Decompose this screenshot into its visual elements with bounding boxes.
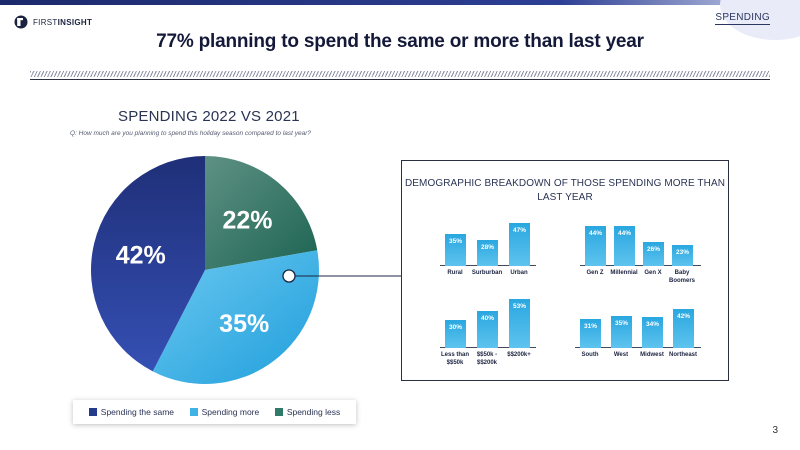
bar-value-label: 47%	[512, 226, 526, 234]
bar-axis	[580, 265, 701, 266]
bar-value-label: 23%	[675, 248, 689, 256]
logo-text: FIRSTINSIGHT	[33, 18, 92, 27]
legend-label-more: Spending more	[201, 407, 260, 417]
demographic-breakdown-panel: DEMOGRAPHIC BREAKDOWN OF THOSE SPENDING …	[401, 160, 729, 381]
bar-value-label: 28%	[480, 244, 494, 252]
bar-category-label: Northeast	[668, 352, 697, 358]
bar-category-label: $$50k - $$200k	[476, 352, 498, 366]
bar-value-label: 53%	[512, 303, 526, 311]
section-label: SPENDING	[715, 12, 770, 25]
bar-category-label: Gen X	[644, 270, 662, 276]
bar-value-label: 30%	[448, 324, 462, 332]
pie-slice-spending-the-same	[91, 156, 205, 372]
bar-value-label: 31%	[583, 323, 597, 331]
bar-region-3: 42%	[673, 309, 694, 348]
legend-swatch-more	[189, 408, 198, 416]
logo-text-light: FIRST	[33, 17, 58, 27]
bar-area-1: 28%	[477, 240, 498, 266]
demographic-title: DEMOGRAPHIC BREAKDOWN OF THOSE SPENDING …	[404, 178, 726, 203]
bar-category-label: South	[581, 352, 599, 358]
bar-income-0: 30%	[445, 320, 466, 348]
page-title: 77% planning to spend the same or more t…	[156, 31, 644, 52]
pie-label-spending-more: 35%	[219, 310, 269, 338]
bar-chart-income: 30% Less than $$50k 40% $$50k - $$200k 53% $$…	[440, 299, 536, 366]
logo-icon	[14, 15, 28, 29]
bar-value-label: 34%	[645, 320, 659, 328]
pie-slice-spending-less	[205, 156, 318, 270]
bar-value-label: 42%	[676, 313, 690, 321]
bar-value-label: 40%	[480, 315, 494, 323]
pie-label-spending-less: 22%	[222, 206, 272, 234]
bar-area-0: 35%	[445, 233, 466, 266]
bar-income-1: 40%	[477, 311, 498, 348]
legend-item-spending-less: Spending less	[274, 407, 341, 417]
bar-category-label: Surburban	[471, 270, 503, 276]
bar-value-label: 44%	[617, 229, 631, 237]
legend-label-less: Spending less	[286, 407, 341, 417]
bar-chart-area: 35% Rural 28% Surburban 47% Urban	[440, 222, 536, 276]
divider-line	[30, 79, 770, 80]
bar-value-label: 35%	[614, 319, 628, 327]
bar-income-2: 53%	[509, 299, 530, 348]
pie-legend: Spending the same Spending more Spending…	[73, 400, 356, 424]
logo-text-bold: INSIGHT	[57, 17, 93, 27]
legend-swatch-less	[274, 408, 283, 416]
hatched-divider	[30, 71, 770, 77]
pie-label-spending-the-same: 42%	[116, 241, 166, 269]
bar-generation-2: 26%	[643, 242, 664, 266]
bar-category-label: $$200k+	[507, 352, 531, 358]
bar-region-0: 31%	[580, 319, 601, 348]
legend-label-same: Spending the same	[100, 407, 175, 417]
bar-value-label: 26%	[646, 246, 660, 254]
pie-slice-spending-more	[152, 250, 319, 384]
bar-generation-0: 44%	[585, 225, 606, 266]
legend-swatch-same	[88, 408, 97, 416]
bar-generation-1: 44%	[614, 225, 635, 266]
legend-item-spending-same: Spending the same	[88, 407, 175, 417]
bar-generation-3: 23%	[672, 244, 693, 266]
page-number: 3	[772, 425, 778, 436]
pie-chart-title: SPENDING 2022 VS 2021	[118, 108, 300, 125]
bar-chart-region: 31% South 35% West 34% Midwest 42% Northeast	[575, 309, 701, 358]
bar-category-label: West	[613, 352, 629, 358]
bar-category-label: Rural	[447, 270, 463, 276]
bar-category-label: Gen Z	[586, 270, 604, 276]
bar-category-label: Urban	[510, 270, 528, 276]
legend-item-spending-more: Spending more	[189, 407, 260, 417]
bar-value-label: 44%	[588, 229, 602, 237]
bar-value-label: 35%	[448, 237, 462, 245]
bar-category-label: Less than $$50k	[440, 352, 469, 366]
bar-chart-generation: 44% Gen Z 44% Millennial 26% Gen X 23% Baby Boo…	[580, 225, 701, 284]
callout-marker	[282, 269, 296, 283]
top-accent-bar	[0, 0, 800, 5]
bar-category-label: Midwest	[640, 352, 664, 358]
bar-axis	[575, 347, 701, 348]
brand-logo: FIRSTINSIGHT	[14, 15, 92, 29]
bar-area-2: 47%	[509, 222, 530, 266]
bar-region-2: 34%	[642, 316, 663, 348]
pie-chart-question: Q: How much are you planning to spend th…	[70, 130, 311, 137]
bar-region-1: 35%	[611, 315, 632, 348]
bar-category-label: Millennial	[610, 270, 638, 276]
bar-category-label: Baby Boomers	[668, 270, 695, 284]
